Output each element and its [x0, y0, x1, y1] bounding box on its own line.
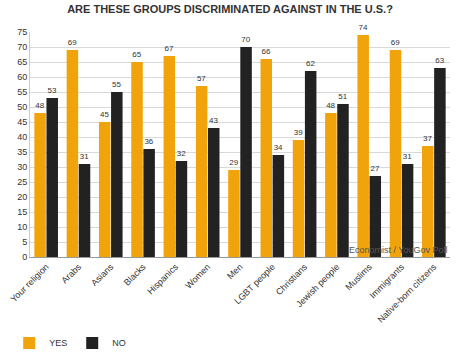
svg-text:Your religion: Your religion	[9, 262, 51, 304]
svg-text:36: 36	[144, 137, 153, 146]
svg-text:Jewish people: Jewish people	[294, 262, 341, 309]
svg-text:31: 31	[80, 152, 89, 161]
svg-text:55: 55	[17, 87, 27, 97]
svg-text:67: 67	[165, 44, 174, 53]
svg-text:45: 45	[100, 110, 109, 119]
svg-text:55: 55	[112, 80, 121, 89]
svg-text:Muslims: Muslims	[343, 261, 374, 292]
svg-text:50: 50	[17, 102, 27, 112]
svg-text:63: 63	[435, 56, 444, 65]
svg-text:32: 32	[177, 149, 186, 158]
svg-text:43: 43	[209, 116, 218, 125]
svg-text:34: 34	[274, 143, 283, 152]
svg-text:51: 51	[338, 92, 347, 101]
svg-text:53: 53	[47, 86, 56, 95]
svg-text:Native-born citizens: Native-born citizens	[375, 261, 438, 324]
svg-text:57: 57	[197, 74, 206, 83]
svg-text:LGBT people: LGBT people	[232, 262, 276, 306]
svg-text:35: 35	[17, 147, 27, 157]
svg-text:70: 70	[17, 42, 27, 52]
svg-text:Men: Men	[225, 262, 244, 281]
svg-text:30: 30	[17, 162, 27, 172]
svg-text:Asians: Asians	[89, 261, 116, 288]
svg-text:65: 65	[17, 57, 27, 67]
svg-text:Blacks: Blacks	[122, 261, 148, 287]
svg-text:48: 48	[35, 101, 44, 110]
svg-text:Christians: Christians	[274, 261, 310, 297]
svg-text:Arabs: Arabs	[59, 261, 83, 285]
svg-text:NO: NO	[112, 338, 126, 348]
svg-text:37: 37	[423, 134, 432, 143]
svg-text:Immigrants: Immigrants	[368, 261, 407, 300]
svg-text:ARE THESE GROUPS DISCRIMINATED: ARE THESE GROUPS DISCRIMINATED AGAINST I…	[67, 3, 393, 15]
svg-text:15: 15	[17, 207, 27, 217]
svg-text:75: 75	[17, 27, 27, 37]
svg-text:69: 69	[68, 38, 77, 47]
svg-text:45: 45	[17, 117, 27, 127]
svg-text:66: 66	[262, 47, 271, 56]
svg-text:10: 10	[17, 222, 27, 232]
svg-text:5: 5	[22, 237, 27, 247]
svg-text:25: 25	[17, 177, 27, 187]
svg-text:27: 27	[371, 164, 380, 173]
svg-text:40: 40	[17, 132, 27, 142]
svg-text:Hispanics: Hispanics	[145, 261, 180, 296]
svg-text:74: 74	[358, 23, 367, 32]
svg-text:0: 0	[22, 252, 27, 262]
svg-text:60: 60	[17, 72, 27, 82]
svg-text:31: 31	[403, 152, 412, 161]
svg-text:39: 39	[294, 128, 303, 137]
svg-text:Economist / YouGov Poll: Economist / YouGov Poll	[349, 245, 448, 255]
svg-text:YES: YES	[49, 338, 67, 348]
svg-text:29: 29	[229, 158, 238, 167]
svg-text:62: 62	[306, 59, 315, 68]
svg-text:65: 65	[132, 50, 141, 59]
svg-text:69: 69	[391, 38, 400, 47]
svg-text:Women: Women	[183, 262, 212, 291]
svg-text:48: 48	[326, 101, 335, 110]
svg-text:20: 20	[17, 192, 27, 202]
svg-text:70: 70	[241, 35, 250, 44]
